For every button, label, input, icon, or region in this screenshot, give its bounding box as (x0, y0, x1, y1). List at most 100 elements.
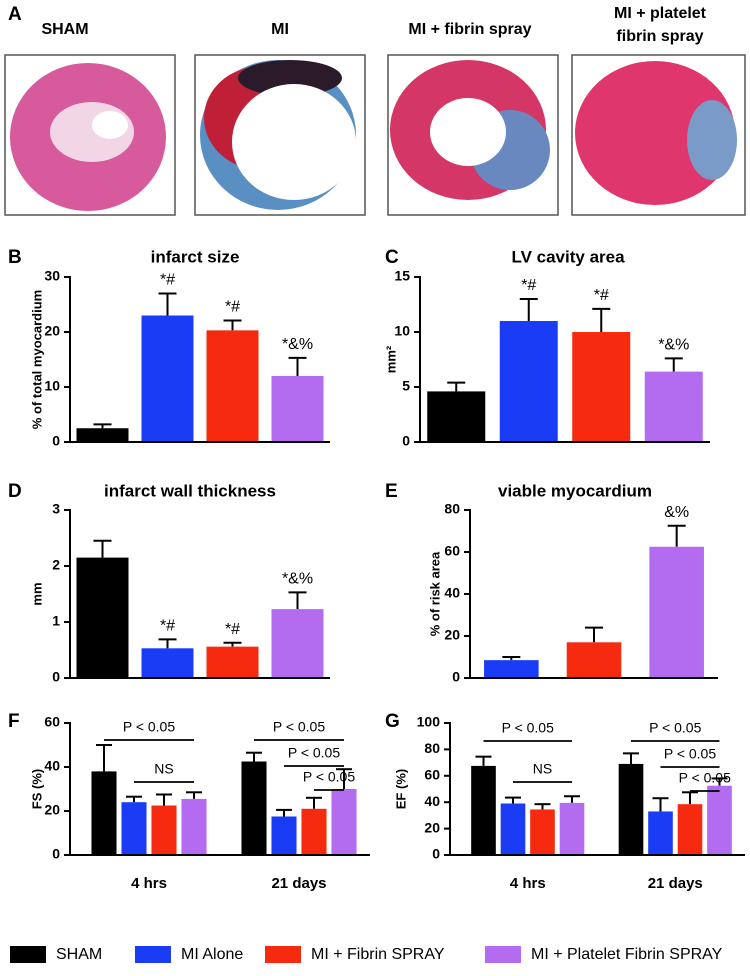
panel-letter: G (385, 711, 400, 732)
legend-swatch (135, 946, 171, 963)
legend-swatch (265, 946, 301, 963)
significance-label: *&% (282, 336, 313, 353)
y-tick-label: 20 (444, 627, 460, 643)
y-tick-label: 1 (52, 613, 60, 629)
legend-label: MI + Platelet Fibrin SPRAY (531, 946, 723, 963)
bar (76, 428, 129, 442)
tissue (687, 100, 737, 180)
y-tick-label: 20 (44, 323, 60, 339)
bar (499, 321, 558, 442)
bar (500, 803, 526, 855)
bar (141, 648, 194, 678)
comparison-label: P < 0.05 (273, 719, 326, 735)
legend-swatch (485, 946, 521, 963)
chart-title: viable myocardium (498, 481, 652, 500)
significance-label: *# (160, 618, 175, 635)
y-tick-label: 10 (394, 323, 410, 339)
y-axis-label: % of total myocardium (29, 290, 44, 429)
image-caption: MI + fibrin spray (408, 21, 531, 38)
comparison-label: P < 0.05 (649, 720, 702, 736)
y-tick-label: 20 (424, 819, 440, 835)
y-axis-label: mm² (383, 345, 398, 373)
panel-letter: A (8, 4, 22, 25)
panel-letter: B (8, 247, 22, 268)
bar (648, 811, 673, 855)
panel-letter: D (8, 481, 22, 502)
bar (91, 771, 117, 855)
tissue (238, 60, 342, 96)
y-axis-label: EF (%) (393, 769, 408, 809)
bar (677, 804, 703, 855)
histology-images (4, 54, 746, 216)
panel-letter: F (8, 711, 20, 732)
bar (559, 802, 585, 855)
y-tick-label: 0 (52, 433, 60, 449)
image-caption: SHAM (41, 21, 88, 38)
chart-title: infarct size (151, 247, 240, 266)
image-caption: MI (271, 21, 289, 38)
comparison-label: P < 0.05 (664, 746, 717, 762)
y-tick-label: 20 (44, 802, 60, 818)
bar (707, 785, 732, 855)
legend-label: MI Alone (181, 946, 243, 963)
bar (206, 646, 259, 678)
image-caption: fibrin spray (616, 28, 703, 45)
y-axis-label: FS (%) (29, 769, 44, 809)
y-tick-label: 40 (424, 793, 440, 809)
legend-label: MI + Fibrin SPRAY (311, 946, 445, 963)
bar (530, 809, 555, 855)
y-tick-label: 60 (424, 767, 440, 783)
bar (471, 765, 496, 855)
y-tick-label: 0 (432, 846, 440, 862)
y-tick-label: 80 (444, 501, 460, 517)
y-axis-label: mm (29, 582, 44, 605)
comparison-label: P < 0.05 (679, 770, 732, 786)
comparison-label: P < 0.05 (303, 769, 356, 785)
tissue (92, 111, 128, 139)
significance-label: *# (225, 299, 240, 316)
bar (572, 332, 631, 442)
x-tick-label: 21 days (271, 875, 326, 892)
panel-letter: C (385, 247, 399, 268)
y-tick-label: 2 (52, 557, 60, 573)
y-axis-label: % of risk area (427, 551, 442, 636)
significance-label: *&% (658, 337, 689, 354)
comparison-label: P < 0.05 (288, 745, 341, 761)
y-tick-label: 0 (52, 846, 60, 862)
chart-title: infarct wall thickness (104, 481, 276, 500)
comparison-label: NS (533, 761, 552, 777)
x-tick-label: 4 hrs (131, 875, 167, 892)
y-tick-label: 0 (52, 669, 60, 685)
image-caption: MI + platelet (614, 5, 707, 22)
bar (566, 642, 622, 678)
bar (427, 391, 486, 442)
bar (271, 376, 324, 442)
bar (301, 808, 327, 855)
bar (241, 761, 267, 855)
bar (206, 330, 259, 442)
y-tick-label: 5 (402, 378, 410, 394)
bar (644, 371, 703, 442)
bar (121, 802, 147, 855)
significance-label: &% (664, 504, 689, 521)
legend-swatch (10, 946, 46, 963)
y-tick-label: 60 (444, 543, 460, 559)
significance-label: *# (225, 621, 240, 638)
y-tick-label: 10 (44, 378, 60, 394)
x-tick-label: 21 days (648, 875, 703, 892)
y-tick-label: 40 (444, 585, 460, 601)
significance-label: *# (160, 272, 175, 289)
significance-label: *&% (282, 571, 313, 588)
x-tick-label: 4 hrs (510, 875, 546, 892)
bar (76, 557, 129, 678)
bar (618, 763, 644, 855)
y-tick-label: 0 (402, 433, 410, 449)
significance-label: *# (594, 287, 609, 304)
tissue (430, 98, 506, 166)
tissue (232, 84, 356, 200)
bar (181, 798, 207, 855)
bar (331, 789, 357, 855)
y-tick-label: 80 (424, 740, 440, 756)
y-tick-label: 40 (44, 758, 60, 774)
